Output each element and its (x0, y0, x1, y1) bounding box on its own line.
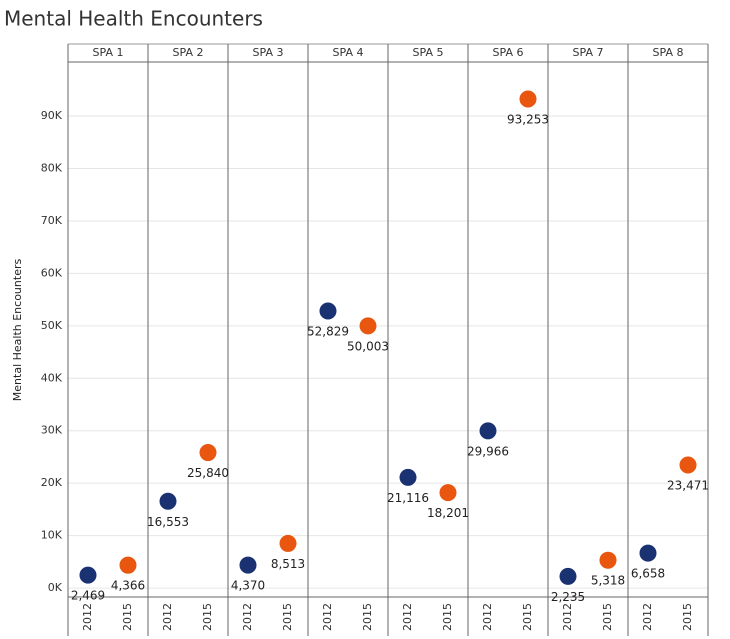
dot (558, 566, 578, 586)
y-tick-label: 90K (41, 109, 63, 122)
y-tick-label: 30K (41, 424, 63, 437)
dot (678, 455, 698, 475)
x-tick-label: 2015 (201, 603, 214, 631)
value-label: 2,469 (71, 589, 105, 603)
y-tick-label: 20K (41, 476, 63, 489)
dot (438, 483, 458, 503)
value-label: 4,370 (231, 579, 265, 593)
panel-label: SPA 4 (333, 46, 364, 59)
panel-label: SPA 5 (413, 46, 444, 59)
panel-label: SPA 1 (93, 46, 124, 59)
x-tick-label: 2015 (361, 603, 374, 631)
dot (118, 555, 138, 575)
x-tick-label: 2015 (601, 603, 614, 631)
x-tick-label: 2012 (481, 603, 494, 631)
dot (478, 421, 498, 441)
value-label: 5,318 (591, 574, 625, 588)
dot (238, 555, 258, 575)
dot (638, 543, 658, 563)
y-tick-label: 50K (41, 319, 63, 332)
panel-label: SPA 2 (173, 46, 204, 59)
chart-title: Mental Health Encounters (4, 7, 263, 31)
value-label: 52,829 (307, 325, 349, 339)
y-tick-label: 0K (48, 581, 63, 594)
x-tick-label: 2012 (81, 603, 94, 631)
panel-label: SPA 8 (653, 46, 684, 59)
panel-label: SPA 3 (253, 46, 284, 59)
dot (158, 491, 178, 511)
value-label: 16,553 (147, 515, 189, 529)
x-tick-label: 2015 (521, 603, 534, 631)
x-tick-label: 2015 (121, 603, 134, 631)
value-label: 8,513 (271, 557, 305, 571)
dot (598, 550, 618, 570)
y-tick-label: 40K (41, 371, 63, 384)
y-tick-label: 10K (41, 529, 63, 542)
x-tick-label: 2015 (281, 603, 294, 631)
value-label: 50,003 (347, 339, 389, 353)
dot (518, 89, 538, 109)
x-tick-label: 2015 (681, 603, 694, 631)
y-tick-label: 70K (41, 214, 63, 227)
dot (278, 533, 298, 553)
panel-label: SPA 6 (493, 46, 524, 59)
dot (398, 467, 418, 487)
value-label: 18,201 (427, 506, 469, 520)
dot (318, 301, 338, 321)
x-tick-label: 2012 (401, 603, 414, 631)
dot (358, 316, 378, 336)
dot (78, 565, 98, 585)
value-label: 23,471 (667, 478, 709, 492)
x-tick-label: 2012 (241, 603, 254, 631)
y-axis-title: Mental Health Encounters (11, 259, 24, 402)
panel-label: SPA 7 (573, 46, 604, 59)
y-tick-label: 80K (41, 161, 63, 174)
dot (198, 443, 218, 463)
value-label: 25,840 (187, 466, 229, 480)
x-tick-label: 2012 (161, 603, 174, 631)
value-label: 2,235 (551, 590, 585, 604)
x-tick-label: 2015 (441, 603, 454, 631)
value-label: 21,116 (387, 491, 429, 505)
x-tick-label: 2012 (641, 603, 654, 631)
x-tick-label: 2012 (321, 603, 334, 631)
x-tick-label: 2012 (561, 603, 574, 631)
y-tick-label: 60K (41, 266, 63, 279)
value-label: 4,366 (111, 579, 145, 593)
value-label: 6,658 (631, 567, 665, 581)
value-label: 93,253 (507, 112, 549, 126)
value-label: 29,966 (467, 444, 509, 458)
